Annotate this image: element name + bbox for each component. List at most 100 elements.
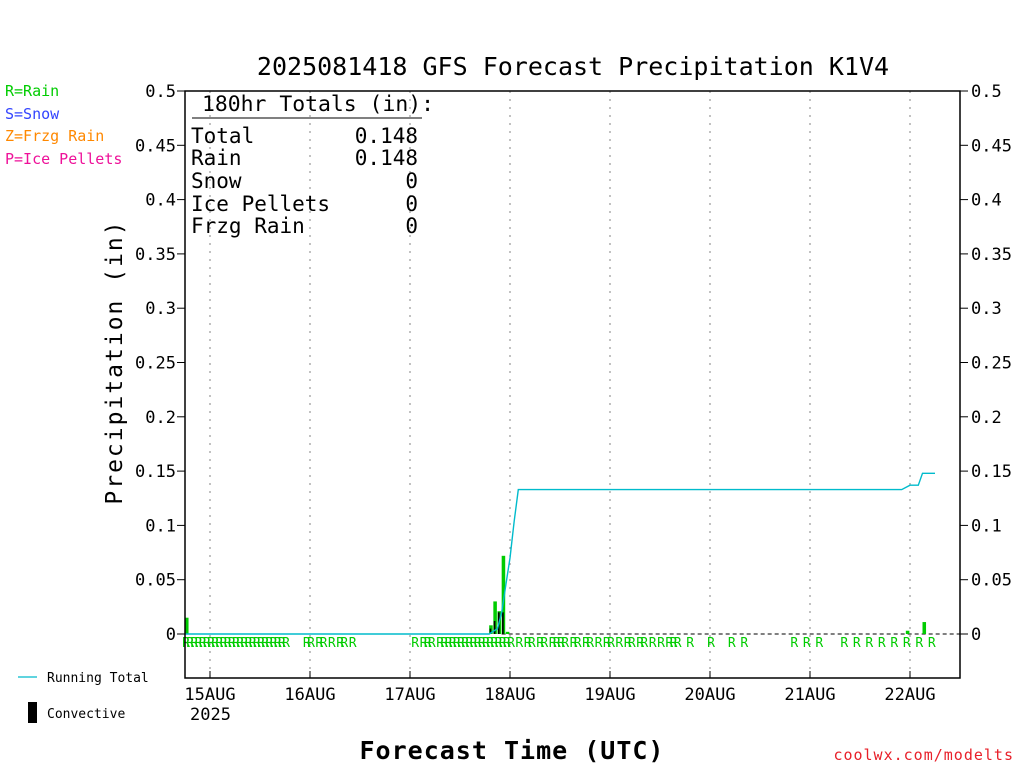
rain-bar — [905, 630, 910, 634]
ptype-legend: R=Rain S=Snow Z=Frzg Rain P=Ice Pellets — [5, 82, 122, 168]
ptype-marker-rain: R — [515, 636, 523, 651]
y-ticks-right: 0 0.05 0.1 0.15 0.2 0.25 0.3 0.35 0.4 0.45 0.5 — [960, 82, 1012, 645]
ptype-marker-rain: R — [728, 636, 736, 651]
totals-box: 180hr Totals (in): Total 0.148 Rain 0.14… — [191, 92, 434, 238]
y-tick-label-right-0.3: 0.3 — [971, 299, 1002, 319]
x-ticks: 15AUG 16AUG 17AUG 18AUG 19AUG 20AUG 21AUG 22AUG — [184, 671, 936, 705]
ptype-marker-rain: R — [640, 636, 648, 651]
y-tick-label-left-0.45: 0.45 — [135, 136, 176, 156]
x-tick-label-20AUG: 20AUG — [684, 685, 735, 705]
ptype-marker-rain: R — [478, 636, 486, 651]
y-tick-label-left-0.35: 0.35 — [135, 245, 176, 265]
ptype-marker-rain: R — [499, 636, 507, 651]
ptype-marker-rain: R — [853, 636, 861, 651]
ptype-marker-rain: R — [657, 636, 665, 651]
ptype-marker-rain: R — [182, 636, 190, 651]
ptype-marker-rain: R — [461, 636, 469, 651]
ptype-marker-rain: R — [445, 636, 453, 651]
ptype-marker-rain: R — [207, 636, 215, 651]
rain-bar — [505, 631, 510, 634]
ptype-marker-rain: R — [570, 636, 578, 651]
ptype-marker-rain: R — [349, 636, 357, 651]
y-tick-label-left-0.4: 0.4 — [145, 191, 176, 211]
ptype-marker-rain: R — [328, 636, 336, 651]
ptype-marker-rain: R — [470, 636, 478, 651]
ptype-marker-rain: R — [224, 636, 232, 651]
ptype-marker-rain: R — [465, 636, 473, 651]
ptype-marker-rain: R — [424, 636, 432, 651]
ptype-marker-rain: R — [203, 636, 211, 651]
series-legend: Running Total Convective — [18, 671, 149, 723]
ptype-marker-rain: R — [486, 636, 494, 651]
ptype-marker-rain: R — [670, 636, 678, 651]
ptype-legend-frzg-rain: Z=Frzg Rain — [5, 127, 104, 145]
running-total-series — [185, 472, 935, 635]
plot-frame — [184, 90, 961, 679]
x-axis-label: Forecast Time (UTC) — [360, 736, 665, 765]
ptype-marker-rain: R — [336, 636, 344, 651]
ptype-marker-rain: R — [274, 636, 282, 651]
ptype-marker-rain: R — [890, 636, 898, 651]
ptype-legend-snow: S=Snow — [5, 105, 60, 123]
convective-bar — [502, 612, 504, 634]
ptype-marker-rain: R — [236, 636, 244, 651]
y-tick-label-right-0.15: 0.15 — [971, 462, 1012, 482]
ptype-marker-rain: R — [557, 636, 565, 651]
ptype-marker-rain: R — [245, 636, 253, 651]
legend-convective-label: Convective — [47, 707, 125, 722]
ptype-marker-rain: R — [815, 636, 823, 651]
ptype-marker-rain: R — [240, 636, 248, 651]
ptype-marker-rain: R — [190, 636, 198, 651]
ptype-marker-rain: R — [211, 636, 219, 651]
ptype-marker-rain: R — [257, 636, 265, 651]
ptype-marker-rain: R — [490, 636, 498, 651]
ptype-marker-rain: R — [740, 636, 748, 651]
ptype-marker-rain: R — [278, 636, 286, 651]
ptype-marker-rain: R — [928, 636, 936, 651]
ptype-marker-rain: R — [790, 636, 798, 651]
y-tick-label-right-0.4: 0.4 — [971, 191, 1002, 211]
x-tick-label-19AUG: 19AUG — [584, 685, 635, 705]
x-tick-label-17AUG: 17AUG — [384, 685, 435, 705]
ptype-marker-rain: R — [803, 636, 811, 651]
y-tick-label-left-0.3: 0.3 — [145, 299, 176, 319]
totals-label-frzg-rain: Frzg Rain — [191, 214, 305, 238]
ptype-marker-rain: R — [474, 636, 482, 651]
y-tick-label-right-0.1: 0.1 — [971, 516, 1002, 536]
ptype-marker-rain: R — [840, 636, 848, 651]
ptype-marker-rain: R — [303, 636, 311, 651]
convective-bar — [489, 628, 492, 634]
totals-value-total: 0.148 — [355, 124, 418, 148]
ptype-marker-rain: R — [199, 636, 207, 651]
y-tick-label-left-0.25: 0.25 — [135, 354, 176, 374]
y-tick-label-left-0.05: 0.05 — [135, 571, 176, 591]
totals-label-snow: Snow — [191, 169, 242, 193]
legend-running-total-label: Running Total — [47, 671, 149, 686]
ptype-marker-rain: R — [411, 636, 419, 651]
y-tick-label-right-0.35: 0.35 — [971, 245, 1012, 265]
ptype-marker-rain: R — [903, 636, 911, 651]
ptype-marker-rain: R — [615, 636, 623, 651]
x-tick-label-18AUG: 18AUG — [484, 685, 535, 705]
grid — [209, 91, 960, 678]
ptype-marker-rain: R — [232, 636, 240, 651]
y-tick-label-left-0.1: 0.1 — [145, 516, 176, 536]
totals-label-total: Total — [191, 124, 254, 148]
precip-bars — [185, 555, 927, 634]
x-tick-label-22AUG: 22AUG — [884, 685, 935, 705]
totals-value-frzg-rain: 0 — [405, 214, 418, 238]
ptype-marker-rain: R — [549, 636, 557, 651]
credit-text: coolwx.com/modelts — [833, 746, 1014, 764]
y-tick-label-right-0.2: 0.2 — [971, 408, 1002, 428]
ptype-marker-rain: R — [186, 636, 194, 651]
ptype-marker-rain: R — [503, 636, 511, 651]
y-ticks-left: 0 0.05 0.1 0.15 0.2 0.25 0.3 0.35 0.4 0.45 0.5 — [135, 82, 185, 645]
ptype-marker-rain: R — [540, 636, 548, 651]
ptype-marker-rain: R — [574, 636, 582, 651]
y-tick-label-left-0.15: 0.15 — [135, 462, 176, 482]
ptype-marker-rain: R — [253, 636, 261, 651]
ptype-marker-rain: R — [586, 636, 594, 651]
ptype-marker-rain: R — [270, 636, 278, 651]
